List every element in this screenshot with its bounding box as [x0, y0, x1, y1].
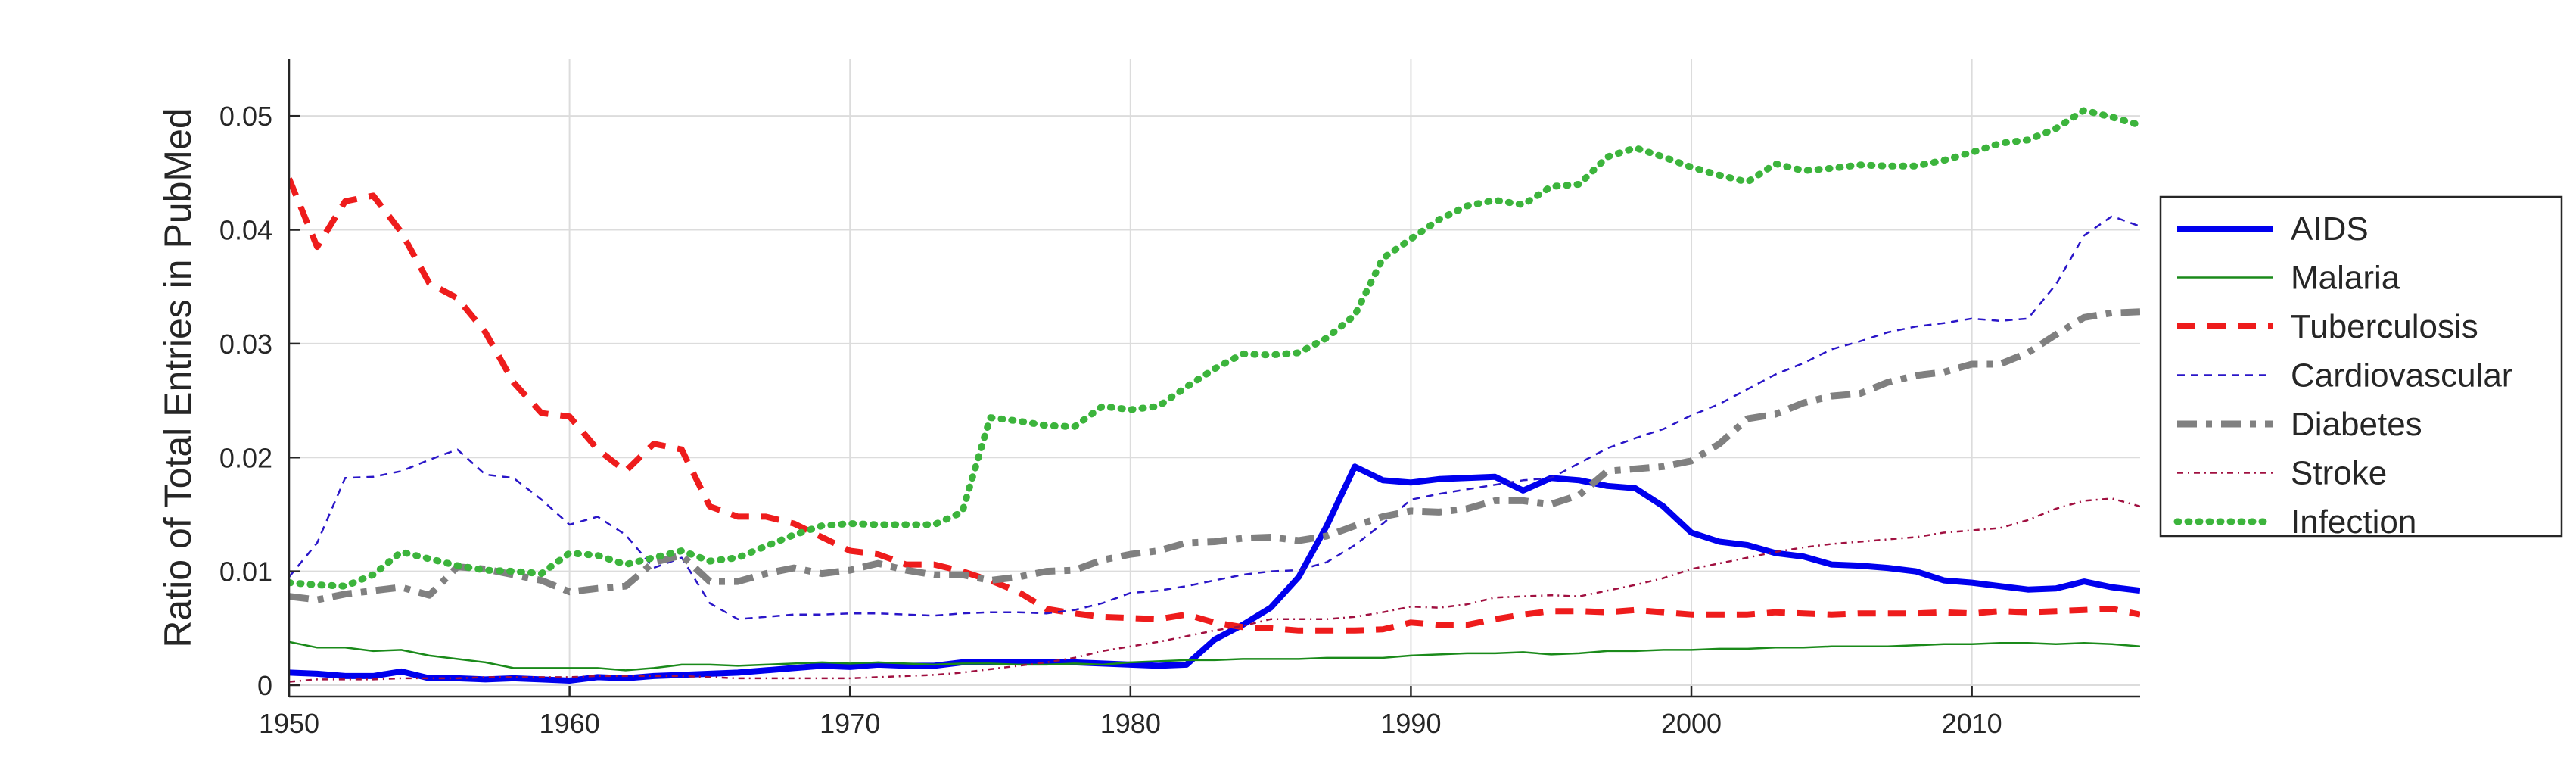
legend-label-malaria: Malaria	[2291, 260, 2400, 297]
series-line-cardiovascular	[289, 215, 2140, 621]
y-tick-label: 0.01	[219, 556, 272, 588]
legend: AIDS Malaria Tuberculosis Cardiovascular Dia…	[2159, 195, 2563, 541]
legend-box	[2159, 195, 2563, 538]
y-axis-label: Ratio of Total Entries in PubMed	[157, 108, 199, 647]
x-tick-label: 1970	[820, 708, 880, 739]
grid-lines	[288, 59, 2140, 697]
x-tick-label: 2010	[1942, 708, 2002, 739]
x-tick-label: 2000	[1661, 708, 1722, 739]
y-tick-label: 0.04	[219, 215, 272, 246]
x-tick-label: 1950	[259, 708, 319, 739]
y-tick-label: 0.05	[219, 101, 272, 132]
y-tick-label: 0.02	[219, 442, 272, 473]
series-line-tuberculosis	[289, 177, 2140, 634]
series-line-diabetes	[289, 308, 2140, 603]
tick-labels: 1950 1960 1970 1980 1990 2000 2010 0 0.01 0.02 0.0…	[219, 101, 2002, 739]
legend-label-cardiovascular: Cardiovascular	[2291, 357, 2512, 394]
x-tick-label: 1960	[540, 708, 600, 739]
legend-label-infection: Infection	[2291, 503, 2416, 541]
legend-label-tuberculosis: Tuberculosis	[2291, 308, 2478, 345]
series-line-malaria	[289, 641, 2140, 672]
y-tick-label: 0	[257, 670, 272, 701]
x-tick-label: 1980	[1100, 708, 1161, 739]
axes	[288, 59, 2140, 698]
legend-label-aids: AIDS	[2291, 210, 2369, 248]
series-group	[289, 107, 2140, 684]
series-line-aids	[289, 463, 2140, 684]
y-tick-label: 0.03	[219, 329, 272, 360]
series-line-infection	[289, 107, 2140, 590]
x-tick-label: 1990	[1380, 708, 1441, 739]
legend-label-stroke: Stroke	[2291, 455, 2387, 492]
legend-label-diabetes: Diabetes	[2291, 406, 2422, 443]
